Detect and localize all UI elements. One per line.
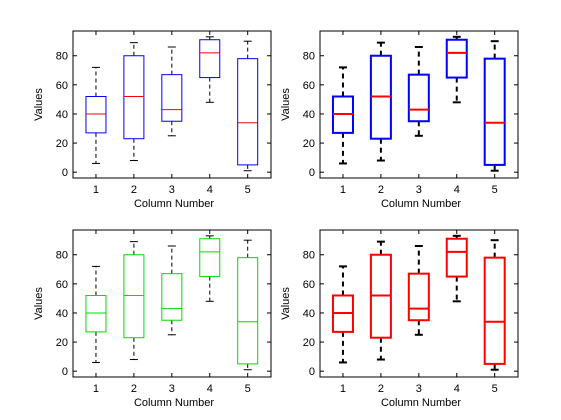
y-tick-label: 80 xyxy=(303,51,315,63)
box-5 xyxy=(483,239,506,371)
box-3 xyxy=(407,245,430,336)
y-tick-label: 40 xyxy=(303,308,315,320)
x-tick-label: 1 xyxy=(93,184,99,196)
y-tick-label: 0 xyxy=(309,366,315,378)
box-2 xyxy=(123,241,145,361)
y-axis-label: Values xyxy=(280,88,292,121)
box-1 xyxy=(331,66,354,165)
x-tick-label: 4 xyxy=(454,383,460,395)
iqr-box xyxy=(123,55,145,140)
y-axis-label: Values xyxy=(280,287,292,320)
iqr-box xyxy=(85,95,107,134)
x-tick-label: 2 xyxy=(131,383,137,395)
x-tick-label: 1 xyxy=(340,184,346,196)
x-tick-label: 1 xyxy=(340,383,346,395)
y-tick-label: 0 xyxy=(62,366,68,378)
x-axis-label: Column Number xyxy=(381,397,461,409)
x-tick-label: 5 xyxy=(492,383,498,395)
x-axis-label: Column Number xyxy=(134,198,214,210)
y-tick-label: 20 xyxy=(56,138,68,150)
x-tick-label: 3 xyxy=(169,184,175,196)
y-tick-label: 80 xyxy=(303,250,315,262)
x-tick-label: 4 xyxy=(207,184,213,196)
x-tick-label: 5 xyxy=(245,184,251,196)
box-2 xyxy=(123,42,145,162)
box-4 xyxy=(199,235,221,302)
y-tick-label: 60 xyxy=(56,80,68,92)
box-5 xyxy=(483,40,506,172)
iqr-box xyxy=(199,238,221,278)
x-tick-label: 2 xyxy=(378,383,384,395)
box-3 xyxy=(161,46,183,137)
y-tick-label: 40 xyxy=(303,109,315,121)
iqr-box xyxy=(407,272,430,322)
x-axis-label: Column Number xyxy=(134,397,214,409)
box-4 xyxy=(445,35,468,104)
iqr-box xyxy=(237,257,259,365)
y-tick-label: 0 xyxy=(62,167,68,179)
x-axis-label: Column Number xyxy=(381,198,461,210)
y-tick-label: 60 xyxy=(56,279,68,291)
y-axis-label: Values xyxy=(33,88,45,121)
x-tick-label: 1 xyxy=(93,383,99,395)
iqr-box xyxy=(407,73,430,123)
y-tick-label: 40 xyxy=(56,109,68,121)
y-tick-label: 20 xyxy=(303,138,315,150)
y-tick-label: 60 xyxy=(303,80,315,92)
box-1 xyxy=(85,66,107,164)
subplot-3: 0 20 40 60 80 1 2 3 4 5 Column Number Values xyxy=(33,229,272,409)
x-tick-label: 3 xyxy=(169,383,175,395)
x-tick-label: 2 xyxy=(131,184,137,196)
box-1 xyxy=(85,265,107,363)
y-axis-label: Values xyxy=(33,287,45,320)
iqr-box xyxy=(445,38,468,79)
box-4 xyxy=(199,36,221,103)
box-3 xyxy=(407,46,430,137)
y-tick-label: 80 xyxy=(56,250,68,262)
y-tick-label: 0 xyxy=(309,167,315,179)
x-tick-label: 3 xyxy=(416,383,422,395)
y-tick-label: 20 xyxy=(56,337,68,349)
iqr-box xyxy=(199,39,221,79)
iqr-box xyxy=(161,273,183,321)
iqr-box xyxy=(483,256,506,365)
box-2 xyxy=(369,41,392,162)
x-tick-label: 2 xyxy=(378,184,384,196)
box-4 xyxy=(445,234,468,303)
subplot-4: 0 20 40 60 80 1 2 3 4 5 Column Number Values xyxy=(280,229,519,409)
iqr-box xyxy=(483,57,506,166)
box-2 xyxy=(369,240,392,361)
iqr-box xyxy=(161,74,183,122)
box-5 xyxy=(237,239,259,371)
subplot-1: 0 20 40 60 80 1 2 3 4 5 Column Number Values xyxy=(33,30,272,210)
iqr-box xyxy=(123,254,145,339)
x-tick-label: 4 xyxy=(207,383,213,395)
y-tick-label: 60 xyxy=(303,279,315,291)
y-tick-label: 80 xyxy=(56,51,68,63)
x-tick-label: 5 xyxy=(492,184,498,196)
x-tick-label: 4 xyxy=(454,184,460,196)
subplot-2: 0 20 40 60 80 1 2 3 4 5 Column Number Values xyxy=(280,30,519,210)
box-3 xyxy=(161,245,183,336)
iqr-box xyxy=(445,237,468,278)
box-5 xyxy=(237,40,259,172)
x-tick-label: 5 xyxy=(245,383,251,395)
y-tick-label: 20 xyxy=(303,337,315,349)
y-tick-label: 40 xyxy=(56,308,68,320)
iqr-box xyxy=(85,294,107,333)
x-tick-label: 3 xyxy=(416,184,422,196)
iqr-box xyxy=(237,58,259,166)
box-1 xyxy=(331,265,354,364)
